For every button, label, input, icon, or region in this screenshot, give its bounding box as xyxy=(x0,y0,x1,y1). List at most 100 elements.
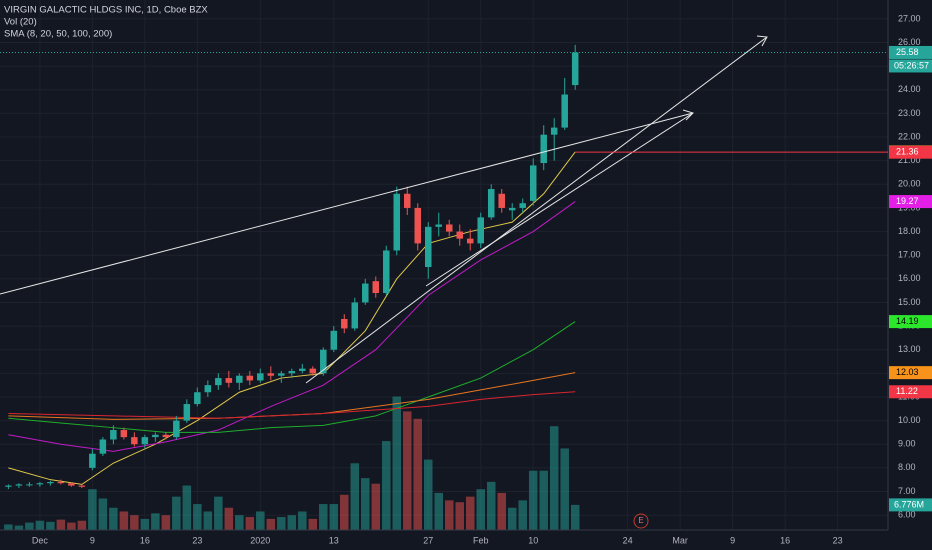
candle-body xyxy=(141,437,149,445)
candle-body xyxy=(330,330,338,350)
volume-bar xyxy=(14,525,24,530)
arrow-head xyxy=(682,109,694,121)
candle-body xyxy=(68,483,75,486)
candle-body xyxy=(299,368,306,371)
trendline xyxy=(0,112,694,295)
y-tick-label: 20.00 xyxy=(898,179,921,189)
volume-bar xyxy=(35,520,45,530)
volume-bar xyxy=(413,418,423,530)
volume-bar xyxy=(67,522,76,530)
volume-bar xyxy=(224,507,234,530)
sma-line xyxy=(8,372,576,420)
trendlines xyxy=(0,35,768,384)
volume-bar xyxy=(444,500,454,530)
volume-bar xyxy=(25,522,34,530)
trendline xyxy=(305,36,768,384)
volume-bar xyxy=(319,504,328,530)
volume-bar xyxy=(130,515,139,530)
y-tick-label: 24.00 xyxy=(898,84,921,94)
earnings-icon[interactable] xyxy=(633,513,649,529)
candle-body xyxy=(99,439,107,454)
volume-bar xyxy=(382,441,391,530)
volume-layer xyxy=(4,396,580,530)
candle-body xyxy=(540,134,547,164)
candle-body xyxy=(5,485,12,487)
volume-bar xyxy=(98,498,108,530)
axis-layer: 6.007.008.009.0010.0011.0012.0013.0014.0… xyxy=(0,13,932,545)
candle-body xyxy=(372,281,380,294)
volume-bar xyxy=(161,515,171,530)
volume-bar xyxy=(570,504,580,530)
volume-bar xyxy=(486,481,496,530)
y-tick-label: 18.00 xyxy=(898,226,921,236)
volume-bar xyxy=(528,470,538,530)
volume-bar xyxy=(182,485,192,530)
volume-bar xyxy=(539,470,548,530)
y-tick-label: 13.00 xyxy=(898,344,921,354)
volume-bar xyxy=(434,492,444,530)
candle-body xyxy=(404,193,411,208)
indicator-label: Vol (20) xyxy=(4,17,37,28)
volume-bar xyxy=(371,483,381,530)
candle-body xyxy=(466,238,474,244)
volume-bar xyxy=(4,524,13,530)
candle-body xyxy=(120,430,128,438)
trendline xyxy=(425,112,694,287)
arrow-head xyxy=(756,35,768,47)
volume-bar xyxy=(119,511,129,530)
candle-body xyxy=(309,368,317,374)
candle-body xyxy=(477,217,484,244)
x-tick-label: 2020 xyxy=(250,535,270,545)
candle-body xyxy=(519,203,526,208)
chart-title: VIRGIN GALACTIC HLDGS INC, 1D, Cboe BZX xyxy=(4,5,208,16)
candle-body xyxy=(414,207,422,244)
candle-body xyxy=(508,207,516,211)
candle-body xyxy=(36,483,44,485)
x-tick-label: Dec xyxy=(32,535,49,545)
volume-bar xyxy=(214,496,223,530)
candle-body xyxy=(571,52,579,86)
candle-body xyxy=(341,318,348,329)
candle-body xyxy=(89,453,96,468)
candle-body xyxy=(561,94,568,128)
price-marker-label: 14.19 xyxy=(896,316,919,326)
candle-body xyxy=(236,375,243,383)
candle-body xyxy=(183,404,191,421)
candle-body xyxy=(362,283,369,303)
countdown: 05:26:57 xyxy=(894,60,929,70)
volume-bar xyxy=(46,521,55,530)
earnings-label: E xyxy=(638,516,643,525)
candle-body xyxy=(498,193,505,208)
volume-bar xyxy=(193,504,202,530)
candle-body xyxy=(246,375,254,381)
y-tick-label: 9.00 xyxy=(898,439,916,449)
candle-body xyxy=(57,482,65,484)
candle-body xyxy=(445,224,453,232)
volume-bar xyxy=(549,426,559,530)
x-tick-label: 10 xyxy=(528,535,538,545)
candle-body xyxy=(78,485,86,487)
x-tick-label: 13 xyxy=(329,535,339,545)
candle-body xyxy=(529,165,537,201)
volume-bar xyxy=(151,513,160,530)
candle-body xyxy=(278,373,285,376)
candle-body xyxy=(15,484,23,486)
price-marker xyxy=(889,315,932,329)
volume-bar xyxy=(308,518,318,530)
x-tick-label: Feb xyxy=(473,535,489,545)
x-tick-label: 16 xyxy=(140,535,150,545)
volume-bar xyxy=(497,492,506,530)
price-marker xyxy=(889,145,932,159)
volume-bar xyxy=(245,517,255,530)
candle-body xyxy=(162,434,170,438)
volume-bar xyxy=(235,515,244,530)
price-marker-label: 25.58 xyxy=(896,47,919,57)
candle-body xyxy=(487,189,495,218)
price-marker xyxy=(889,385,932,399)
y-tick-label: 17.00 xyxy=(898,250,921,260)
x-tick-label: Mar xyxy=(672,535,688,545)
volume-bar xyxy=(172,496,181,530)
x-tick-label: 24 xyxy=(623,535,633,545)
